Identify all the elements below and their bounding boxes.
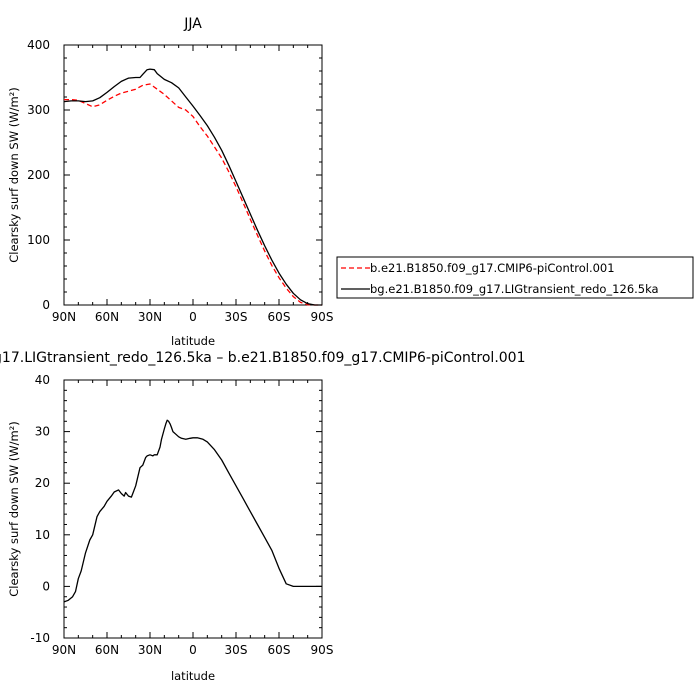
bottom-x-tick-label: 30N xyxy=(138,643,162,657)
bottom-series-group xyxy=(63,419,322,603)
bottom-x-tick-label: 90S xyxy=(311,643,334,657)
top-series-group xyxy=(63,68,322,306)
bottom-panel: bg.e21.B1850.f09_g17.LIGtransient_redo_1… xyxy=(0,350,525,683)
bottom-panel-title: bg.e21.B1850.f09_g17.LIGtransient_redo_1… xyxy=(0,350,525,366)
top-panel: JJA 90N 60N 30N 0 30S 60S 90S 0 100 200 300 400 lat… xyxy=(7,16,333,348)
top-x-tick-label: 60S xyxy=(268,310,291,324)
top-y-tick-label: 400 xyxy=(27,38,50,52)
bottom-x-tick-label: 60N xyxy=(95,643,119,657)
bottom-y-tick-label: 10 xyxy=(35,528,50,542)
top-x-tick-label: 90S xyxy=(311,310,334,324)
top-panel-title: JJA xyxy=(183,16,202,32)
bottom-x-tick-label: 0 xyxy=(189,643,197,657)
bottom-ticks: 90N 60N 30N 0 30S 60S 90S -10 0 10 20 30 40 xyxy=(30,373,333,657)
bottom-y-tick-label: 20 xyxy=(35,476,50,490)
top-x-axis-label: latitude xyxy=(171,334,215,348)
legend: b.e21.B1850.f09_g17.CMIP6-piControl.001 … xyxy=(336,256,694,299)
top-plot-frame xyxy=(63,44,323,306)
legend-label-series-2: bg.e21.B1850.f09_g17.LIGtransient_redo_1… xyxy=(370,282,659,296)
top-x-tick-label: 90N xyxy=(52,310,76,324)
bottom-y-tick-label: 30 xyxy=(35,425,50,439)
bottom-x-tick-label: 60S xyxy=(268,643,291,657)
bottom-x-axis-label: latitude xyxy=(171,669,215,683)
top-ticks: 90N 60N 30N 0 30S 60S 90S 0 100 200 300 400 xyxy=(27,38,333,324)
top-x-tick-label: 0 xyxy=(189,310,197,324)
top-series-line-2 xyxy=(63,68,322,306)
bottom-x-tick-label: 90N xyxy=(52,643,76,657)
top-y-axis-label: Clearsky surf down SW (W/m²) xyxy=(7,87,21,263)
bottom-plot-frame xyxy=(63,379,323,639)
bottom-y-tick-label: 0 xyxy=(42,579,50,593)
top-x-tick-label: 30S xyxy=(225,310,248,324)
bottom-y-axis-label: Clearsky surf down SW (W/m²) xyxy=(7,421,21,597)
top-x-tick-label: 60N xyxy=(95,310,119,324)
bottom-series-line-1 xyxy=(63,419,322,603)
top-x-tick-label: 30N xyxy=(138,310,162,324)
bottom-y-tick-label: 40 xyxy=(35,373,50,387)
top-y-tick-label: 300 xyxy=(27,103,50,117)
top-series-line-1 xyxy=(64,83,322,306)
top-y-tick-label: 200 xyxy=(27,168,50,182)
top-y-tick-label: 0 xyxy=(42,298,50,312)
bottom-y-tick-label: -10 xyxy=(30,631,50,645)
legend-label-series-1: b.e21.B1850.f09_g17.CMIP6-piControl.001 xyxy=(370,261,615,275)
bottom-x-tick-label: 30S xyxy=(225,643,248,657)
legend-box xyxy=(336,256,694,299)
top-y-tick-label: 100 xyxy=(27,233,50,247)
